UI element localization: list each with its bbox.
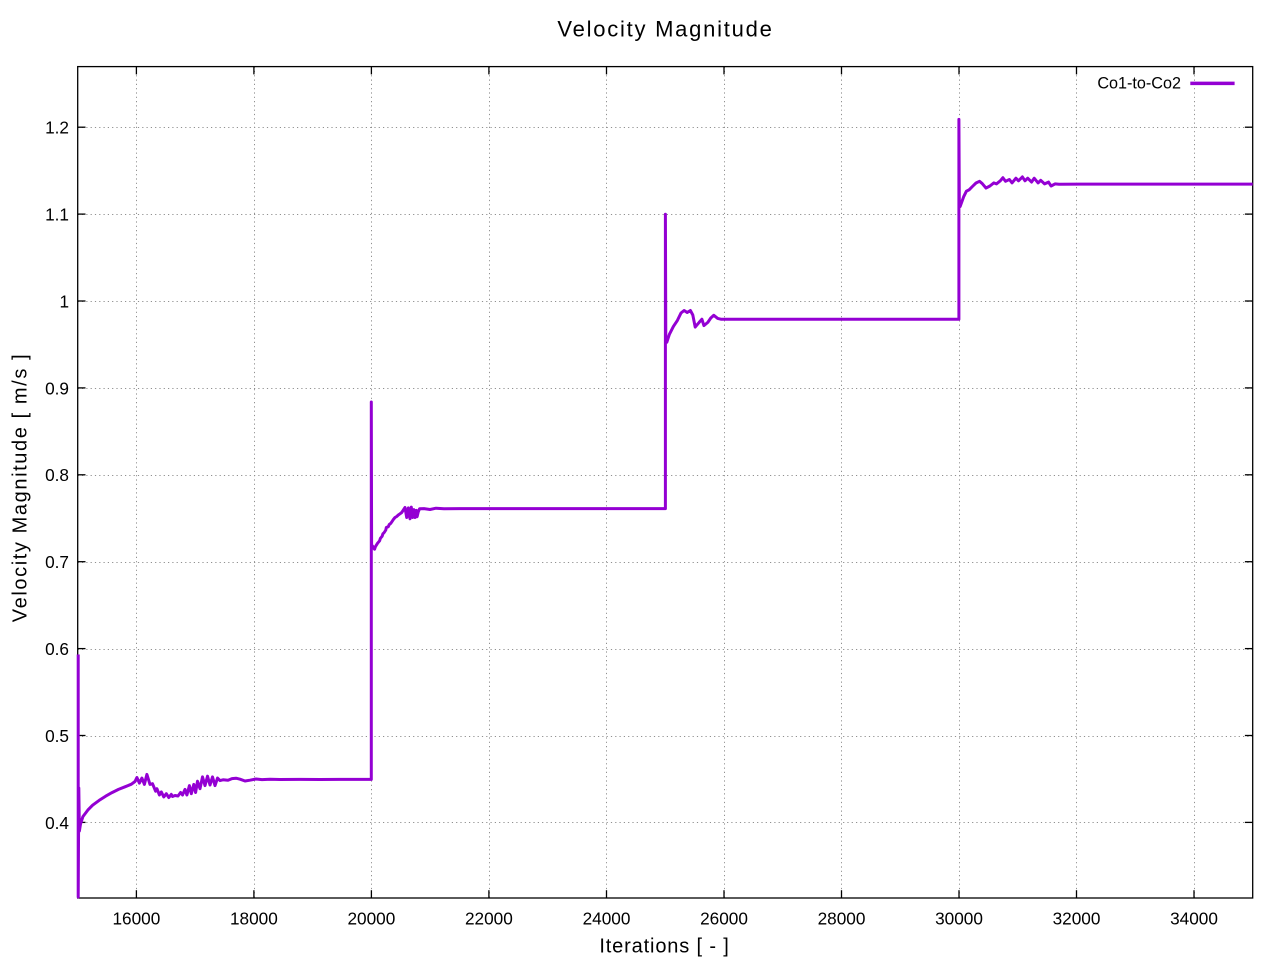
svg-text:0.4: 0.4: [45, 813, 69, 833]
svg-text:Co1-to-Co2: Co1-to-Co2: [1097, 75, 1181, 93]
svg-text:26000: 26000: [700, 909, 748, 929]
svg-text:1: 1: [59, 291, 69, 311]
svg-text:0.9: 0.9: [45, 378, 69, 398]
svg-text:28000: 28000: [818, 909, 866, 929]
svg-text:34000: 34000: [1170, 909, 1218, 929]
svg-text:0.7: 0.7: [45, 552, 69, 572]
svg-text:30000: 30000: [935, 909, 983, 929]
svg-text:18000: 18000: [230, 909, 278, 929]
svg-text:1.2: 1.2: [45, 118, 69, 138]
svg-text:0.6: 0.6: [45, 639, 69, 659]
svg-text:16000: 16000: [113, 909, 161, 929]
svg-text:Iterations [ - ]: Iterations [ - ]: [599, 936, 729, 958]
svg-text:Velocity Magnitude: Velocity Magnitude: [557, 16, 773, 41]
svg-text:Velocity Magnitude [ m/s ]: Velocity Magnitude [ m/s ]: [10, 353, 32, 622]
svg-text:24000: 24000: [583, 909, 631, 929]
svg-text:20000: 20000: [348, 909, 396, 929]
svg-text:1.1: 1.1: [45, 205, 69, 225]
svg-text:32000: 32000: [1053, 909, 1101, 929]
svg-text:0.5: 0.5: [45, 726, 69, 746]
svg-text:22000: 22000: [465, 909, 513, 929]
svg-text:0.8: 0.8: [45, 465, 69, 485]
